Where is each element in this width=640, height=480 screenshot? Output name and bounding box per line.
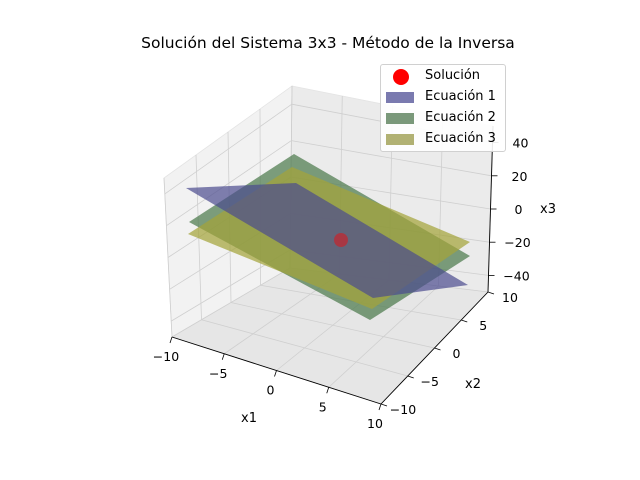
x2-tick <box>487 291 495 295</box>
x1-tick-label: −10 <box>153 349 179 364</box>
legend-label: Ecuación 1 <box>425 89 496 104</box>
x2-tick <box>461 319 468 323</box>
x3-tick-label: 0 <box>515 202 523 217</box>
legend-label: Ecuación 2 <box>425 110 496 125</box>
legend-label: Ecuación 3 <box>425 131 496 146</box>
x3-tick-label: −40 <box>503 268 529 283</box>
x3-tick-label: 40 <box>513 136 529 151</box>
legend-label: Solución <box>425 68 481 83</box>
plane-swatch-icon <box>386 92 414 103</box>
x1-axis-label: x1 <box>241 411 257 426</box>
legend-item-ecuacion-1: Ecuación 1 <box>381 88 507 108</box>
chart-title: Solución del Sistema 3x3 - Método de la … <box>141 34 515 52</box>
x1-tick <box>169 336 173 344</box>
x1-tick-label: 5 <box>319 399 327 414</box>
x2-tick-label: 10 <box>502 290 518 305</box>
x3-axis-label: x3 <box>540 202 556 217</box>
grid-line <box>201 319 408 377</box>
legend: Solución Ecuación 1 Ecuación 2 Ecuación … <box>380 64 506 152</box>
x1-tick-label: 10 <box>367 416 383 431</box>
grid-line <box>230 302 435 349</box>
x2-tick-label: −10 <box>390 402 416 417</box>
solution-marker-icon <box>393 69 409 85</box>
x3-tick-label: 20 <box>512 169 528 184</box>
grid-line <box>164 103 293 195</box>
plane-swatch-icon <box>386 113 414 124</box>
solution-point <box>334 233 348 247</box>
x2-tick-label: −5 <box>421 374 439 389</box>
x2-tick-label: 0 <box>453 346 461 361</box>
x1-tick <box>274 370 277 377</box>
x3-tick-label: −20 <box>504 235 530 250</box>
x1-tick <box>221 353 225 360</box>
x2-tick-label: 5 <box>479 318 487 333</box>
x1-tick-label: −5 <box>209 366 227 381</box>
x2-axis-label: x2 <box>465 377 481 392</box>
planes <box>186 154 470 320</box>
grid-line <box>291 140 492 177</box>
legend-item-ecuacion-3: Ecuación 3 <box>381 130 507 150</box>
grid-line <box>166 140 292 227</box>
legend-item-solucion: Solución <box>381 67 507 87</box>
x2-tick <box>407 375 414 379</box>
x1-tick <box>326 387 330 394</box>
plane-ecuacion-1 <box>186 183 468 298</box>
x2-tick <box>380 403 388 407</box>
x1-axis-line <box>171 336 382 405</box>
x2-axis-line <box>380 291 489 405</box>
x1-tick-label: 0 <box>267 383 275 398</box>
x2-tick <box>434 347 441 351</box>
x3-axis-line <box>487 125 494 293</box>
legend-item-ecuacion-2: Ecuación 2 <box>381 109 507 129</box>
x1-tick <box>378 403 382 411</box>
plane-swatch-icon <box>386 134 414 145</box>
